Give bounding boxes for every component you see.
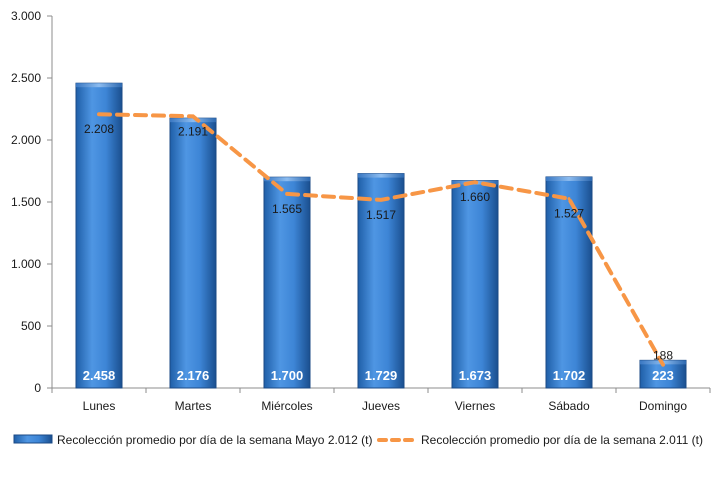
bar-top xyxy=(546,176,592,181)
bar-value-label: 1.673 xyxy=(459,368,492,383)
bar-value-label: 1.700 xyxy=(271,368,304,383)
line-layer xyxy=(97,112,665,367)
bar-top xyxy=(264,177,310,182)
legend-item-line: Recolección promedio por día de la seman… xyxy=(377,433,703,447)
y-tick-label: 0 xyxy=(34,381,41,395)
line-value-label: 2.208 xyxy=(84,122,114,136)
x-category-label: Jueves xyxy=(362,399,400,413)
bar-body xyxy=(451,180,499,389)
line-point xyxy=(661,363,665,367)
bar-value-label: 223 xyxy=(652,368,674,383)
x-category-label: Miércoles xyxy=(261,399,312,413)
line-value-label: 1.565 xyxy=(272,202,302,216)
y-tick-label: 1.000 xyxy=(11,257,41,271)
labels-layer: 2.458 2.176 1.700 1.729 1.673 1.702 223 2.208 2.… xyxy=(83,122,674,383)
line-point xyxy=(285,192,289,196)
bar xyxy=(357,173,405,389)
line-value-label: 1.527 xyxy=(554,207,584,221)
x-category-label: Martes xyxy=(175,399,212,413)
line-point xyxy=(191,114,195,118)
y-tick-label: 3.000 xyxy=(11,9,41,23)
legend: Recolección promedio por día de la seman… xyxy=(13,433,703,447)
bar xyxy=(169,117,217,389)
bar xyxy=(451,180,499,389)
y-tick-label: 500 xyxy=(21,319,41,333)
bar xyxy=(75,82,123,389)
bar-value-label: 2.176 xyxy=(177,368,210,383)
x-category-label: Viernes xyxy=(455,399,495,413)
axes-layer: 0 500 1.000 1.500 2.000 2.500 3.000 Lunes Martes… xyxy=(11,9,711,413)
x-category-label: Sábado xyxy=(548,399,590,413)
bar-body xyxy=(545,176,593,389)
line-value-label: 2.191 xyxy=(178,124,208,138)
y-tick-label: 1.500 xyxy=(11,195,41,209)
bar xyxy=(263,176,311,389)
legend-item-bars: Recolección promedio por día de la seman… xyxy=(13,433,373,447)
bar-top xyxy=(76,83,122,88)
bar-top xyxy=(170,118,216,123)
line-value-label: 1.660 xyxy=(460,190,490,204)
bar-body xyxy=(169,117,217,389)
y-tick-label: 2.500 xyxy=(11,71,41,85)
bar-top xyxy=(358,173,404,178)
legend-swatch-bar xyxy=(13,434,53,444)
line-point xyxy=(567,197,571,201)
bar xyxy=(545,176,593,389)
bar-body xyxy=(75,82,123,389)
bars-layer xyxy=(75,82,687,389)
bar-body xyxy=(263,176,311,389)
bar-value-label: 1.702 xyxy=(553,368,586,383)
x-category-label: Lunes xyxy=(83,399,116,413)
line-point xyxy=(379,198,383,202)
bar-value-label: 1.729 xyxy=(365,368,398,383)
legend-label-bars: Recolección promedio por día de la seman… xyxy=(57,433,373,447)
y-tick-label: 2.000 xyxy=(11,133,41,147)
x-category-label: Domingo xyxy=(639,399,687,413)
line-value-label: 188 xyxy=(653,349,673,363)
bar-value-label: 2.458 xyxy=(83,368,116,383)
legend-label-line: Recolección promedio por día de la seman… xyxy=(421,433,703,447)
line-value-label: 1.517 xyxy=(366,208,396,222)
bar-body xyxy=(357,173,405,389)
line-point xyxy=(97,112,101,116)
line-point xyxy=(473,180,477,184)
